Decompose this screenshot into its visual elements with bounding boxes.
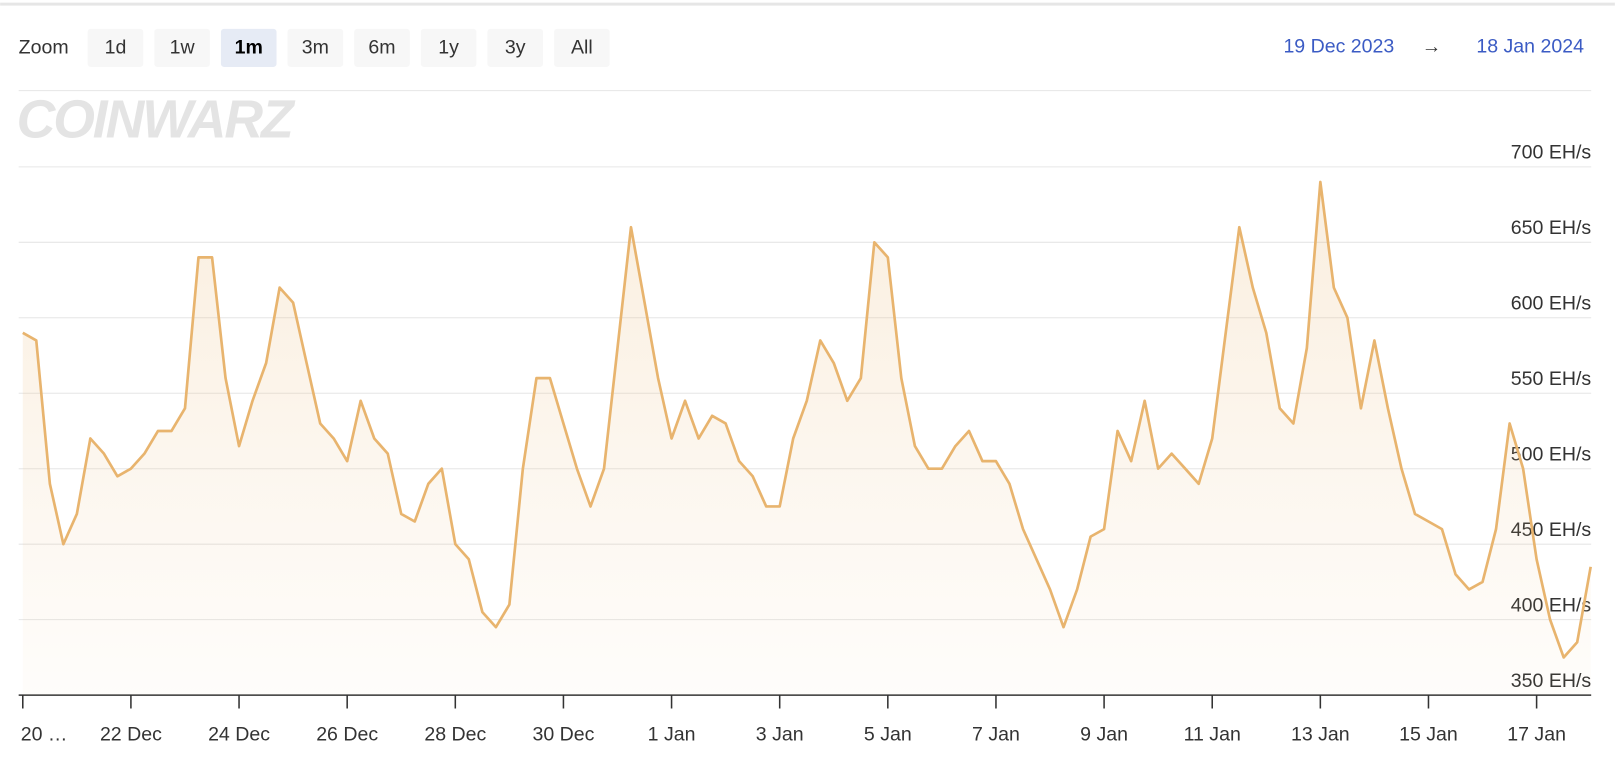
zoom-label: Zoom	[19, 37, 69, 59]
y-tick-label: 650 EH/s	[1511, 217, 1592, 239]
x-tick-label: 22 Dec	[100, 723, 162, 745]
range-button[interactable]: 1d	[87, 28, 144, 67]
range-from: 19 Dec 2023	[1283, 36, 1394, 58]
button-bg	[420, 28, 477, 67]
range-button[interactable]: 1w	[154, 28, 210, 67]
x-tick-label: 11 Jan	[1184, 723, 1241, 745]
button-label: 3m	[302, 37, 329, 59]
range-to: 18 Jan 2024	[1476, 36, 1584, 58]
x-tick-label: 15 Jan	[1399, 723, 1458, 745]
button-bg	[154, 28, 210, 67]
button-label: All	[571, 37, 593, 59]
y-tick-label: 700 EH/s	[1511, 142, 1592, 164]
button-label: 1m	[235, 37, 263, 59]
button-bg	[220, 28, 277, 67]
watermark: COINWARZ	[17, 91, 296, 150]
range-separator: →	[1422, 36, 1442, 58]
y-tick-label: 600 EH/s	[1511, 293, 1592, 315]
range-buttons: 1d 1w 1m 3m 6m 1y 3y All	[87, 28, 610, 67]
x-tick-label: 17 Jan	[1507, 723, 1566, 745]
x-tick-label: 9 Jan	[1080, 723, 1128, 745]
button-bg	[87, 28, 144, 67]
button-label: 1d	[105, 37, 127, 59]
x-tick-label: 1 Jan	[648, 723, 696, 745]
range-button[interactable]: 3y	[487, 28, 544, 67]
x-tick-label: 7 Jan	[972, 723, 1020, 745]
x-tick-label: 13 Jan	[1291, 723, 1350, 745]
x-tick-label: 24 Dec	[208, 723, 270, 745]
y-tick-label: 550 EH/s	[1511, 368, 1592, 390]
y-tick-label: 500 EH/s	[1511, 443, 1592, 465]
x-tick-label: 3 Jan	[756, 723, 804, 745]
button-bg	[487, 28, 544, 67]
range-button[interactable]: All	[554, 28, 610, 67]
button-label: 6m	[368, 37, 395, 59]
x-tick-label: 20 …	[21, 723, 68, 745]
line	[22, 180, 1592, 659]
button-bg	[354, 28, 410, 67]
x-tick-label: 5 Jan	[864, 723, 912, 745]
area-fill	[22, 181, 1591, 696]
button-bg	[554, 28, 610, 67]
range-button[interactable]: 1y	[420, 28, 477, 67]
button-label: 3y	[505, 37, 526, 59]
x-tick-label: 28 Dec	[424, 723, 486, 745]
range-button[interactable]: 1m	[220, 28, 277, 67]
x-tick-label: 26 Dec	[316, 723, 378, 745]
button-label: 1y	[438, 37, 459, 59]
range-button[interactable]: 6m	[354, 28, 410, 67]
button-label: 1w	[170, 37, 196, 59]
range-button[interactable]: 3m	[287, 28, 344, 67]
x-tick-label: 30 Dec	[532, 723, 594, 745]
button-bg	[287, 28, 344, 67]
